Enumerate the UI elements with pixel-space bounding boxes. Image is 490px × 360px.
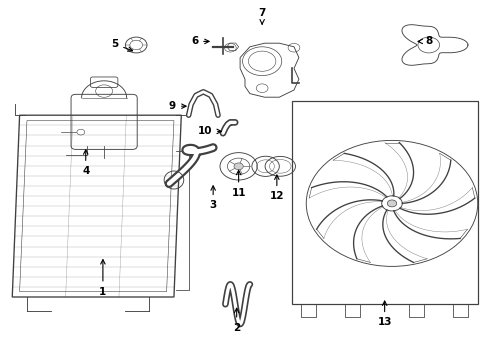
Text: 3: 3: [210, 186, 217, 210]
Text: 1: 1: [99, 260, 106, 297]
Text: 4: 4: [82, 150, 90, 176]
Circle shape: [234, 163, 243, 170]
Text: 13: 13: [377, 301, 392, 327]
Text: 5: 5: [111, 39, 132, 51]
Text: 2: 2: [233, 308, 240, 333]
Text: 12: 12: [270, 175, 284, 201]
Text: 6: 6: [191, 36, 209, 46]
Text: 7: 7: [258, 8, 266, 24]
Text: 10: 10: [197, 126, 221, 136]
Circle shape: [387, 200, 397, 207]
Text: 9: 9: [169, 101, 186, 111]
Text: 11: 11: [231, 170, 246, 198]
Text: 8: 8: [418, 36, 432, 46]
